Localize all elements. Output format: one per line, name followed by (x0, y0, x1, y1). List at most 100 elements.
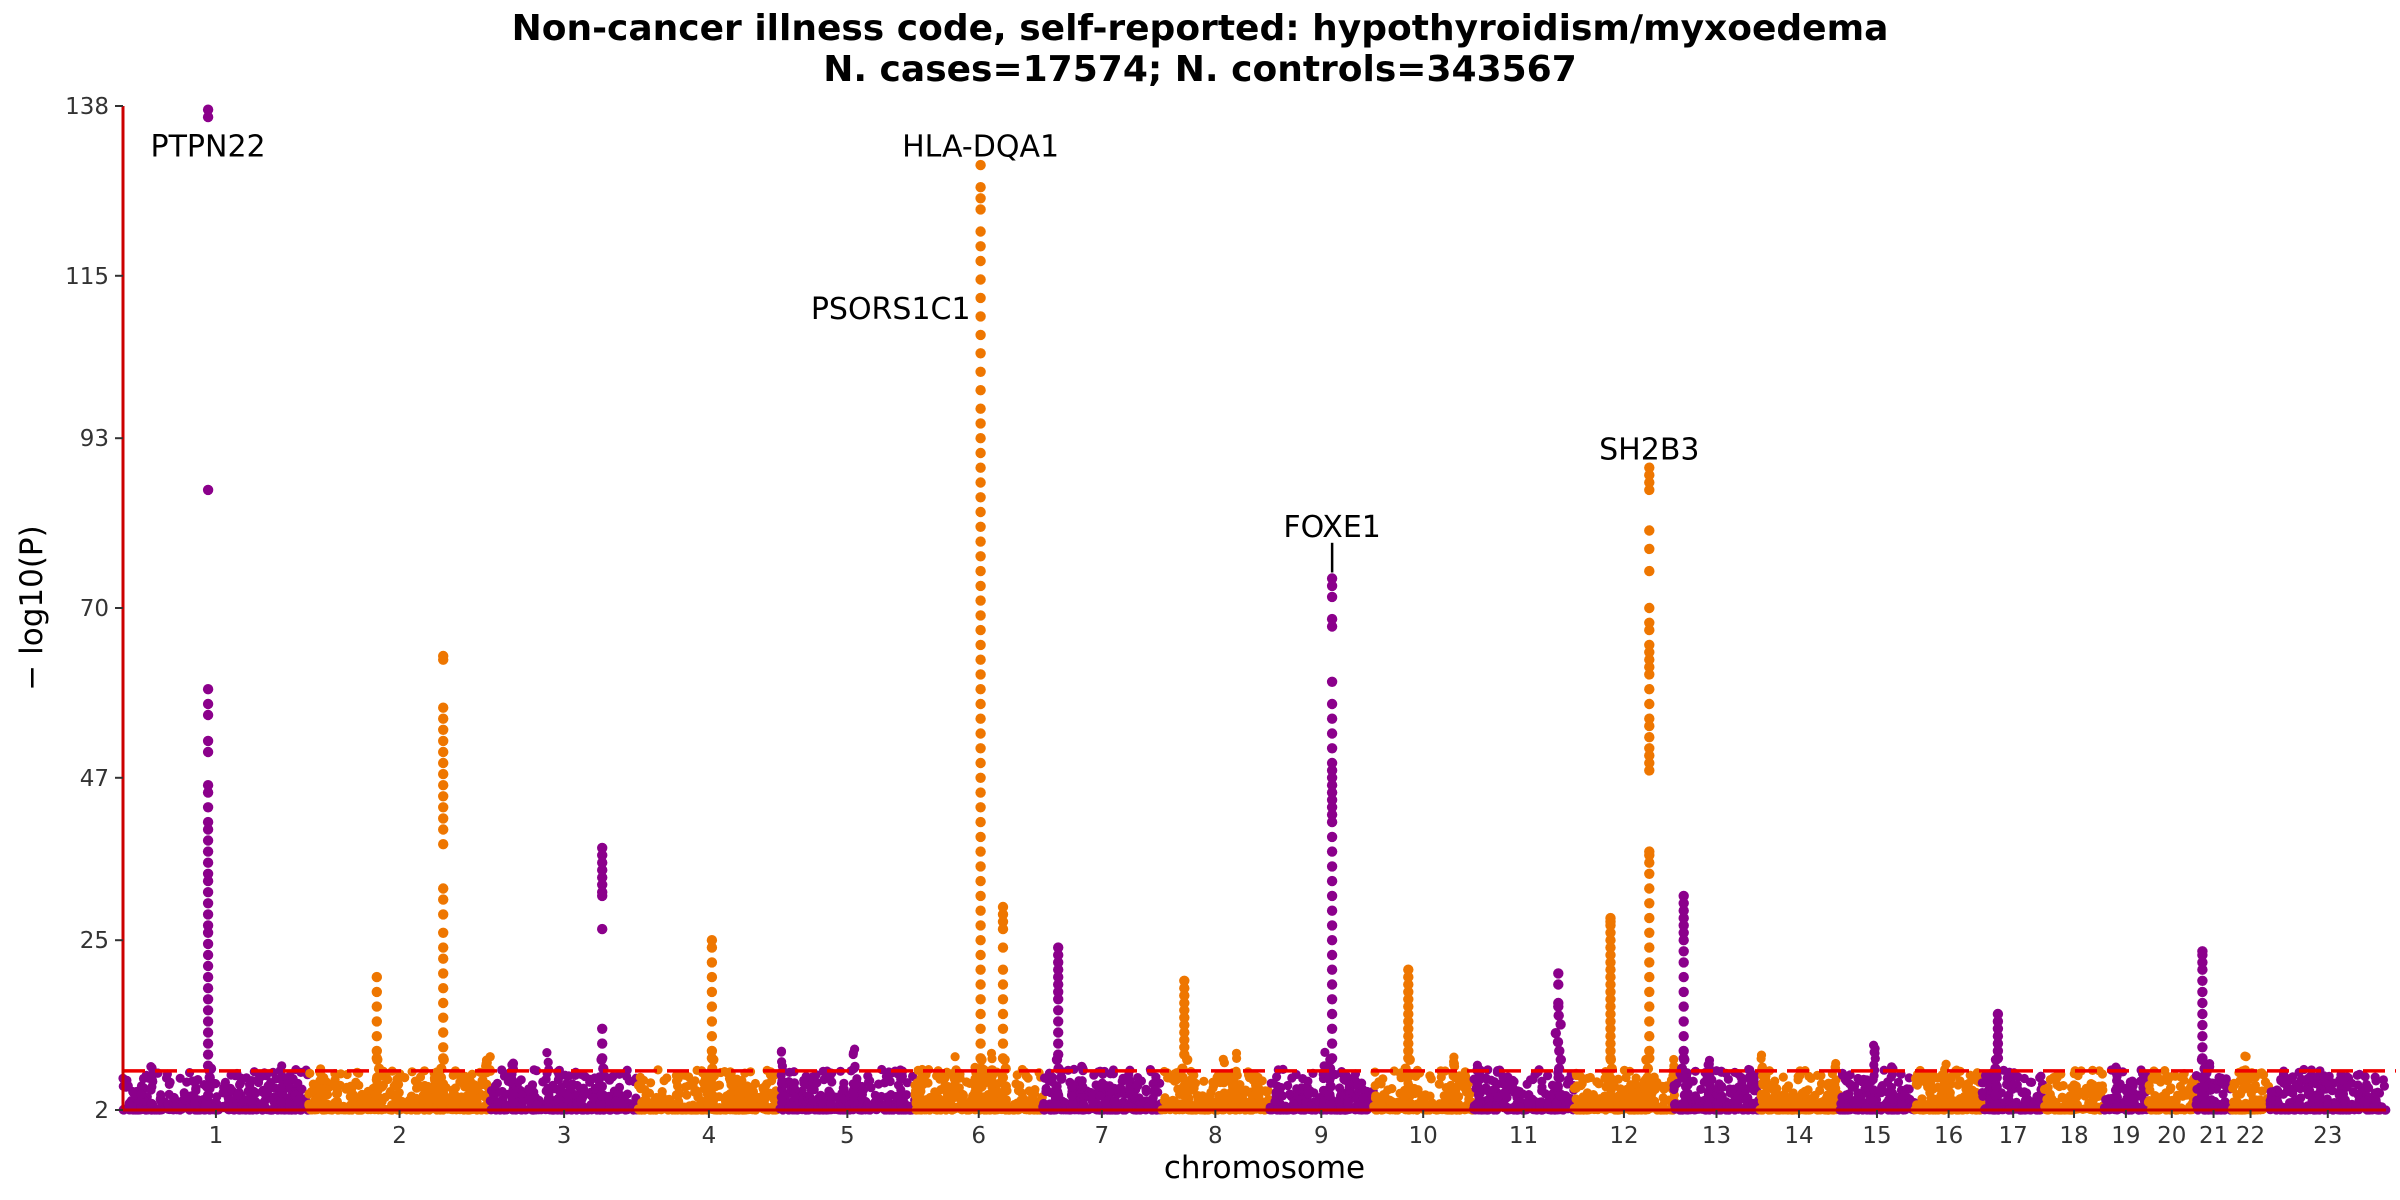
snp-point (1219, 1078, 1229, 1088)
snp-point (2088, 1086, 2098, 1096)
snp-point (1371, 1094, 1381, 1104)
snp-point (950, 1052, 960, 1062)
snp-point (1419, 1097, 1429, 1107)
snp-point (806, 1085, 816, 1095)
snp-point (2069, 1080, 2079, 1090)
snp-point (801, 1071, 811, 1082)
snp-point (913, 1065, 923, 1075)
snp-point (1378, 1074, 1388, 1084)
snp-point (893, 1080, 904, 1090)
snp-point (1472, 1079, 1482, 1089)
snp-point (1078, 1082, 1088, 1092)
snp-point (169, 1093, 179, 1103)
snp-point (578, 1070, 588, 1080)
snp-point (870, 1090, 880, 1100)
snp-point (1579, 1100, 1589, 1110)
snp-point (1756, 1053, 1766, 1064)
snp-point (2125, 1077, 2135, 1087)
snp-point (2112, 1075, 2122, 1086)
snp-point (1028, 1089, 1039, 1100)
snp-point (622, 1071, 632, 1081)
snp-point (1806, 1073, 1816, 1083)
snp-point (354, 1080, 364, 1090)
snp-point (684, 1103, 694, 1113)
snp-point (415, 1103, 425, 1113)
snp-point (1205, 1091, 1215, 1101)
snp-point (816, 1090, 826, 1100)
snp-point (564, 1071, 574, 1081)
snp-point (2045, 1089, 2055, 1099)
snp-point (524, 1095, 535, 1105)
snp-point (724, 1073, 735, 1084)
snp-point (563, 1091, 573, 1101)
snp-point (247, 1096, 257, 1106)
snp-point (1370, 1081, 1380, 1091)
snp-point (1150, 1085, 1160, 1095)
chromosome-16-points (1910, 1059, 1987, 1115)
snp-point (553, 1093, 563, 1103)
snp-point (633, 1080, 644, 1091)
snp-point (1630, 1092, 1640, 1103)
snp-point (1303, 1089, 1314, 1099)
snp-point (1257, 1086, 1267, 1096)
snp-point (850, 1079, 860, 1090)
snp-point (657, 1087, 667, 1097)
snp-point (1102, 1082, 1113, 1092)
snp-point (226, 1070, 236, 1080)
snp-point (1473, 1090, 1484, 1100)
snp-point (986, 1048, 997, 1058)
snp-point (1272, 1072, 1282, 1082)
snp-point (825, 1088, 835, 1098)
snp-point (883, 1092, 893, 1102)
snp-point (136, 1096, 146, 1106)
snp-point (874, 1079, 884, 1089)
snp-point (1425, 1071, 1435, 1081)
snp-point (277, 1061, 287, 1071)
snp-point (508, 1097, 518, 1108)
snp-point (1133, 1073, 1143, 1083)
snp-point (1091, 1080, 1101, 1090)
snp-point (726, 1097, 736, 1107)
snp-point (1218, 1054, 1228, 1064)
snp-point (315, 1083, 326, 1093)
snp-point (776, 1047, 787, 1057)
snp-point (471, 1085, 481, 1095)
snp-point (1847, 1082, 1857, 1092)
snp-point (532, 1066, 542, 1076)
snp-point (1910, 1073, 1921, 1084)
snp-point (1109, 1097, 1119, 1107)
snp-point (1613, 1074, 1623, 1084)
snp-point (2058, 1081, 2068, 1091)
snp-point (452, 1100, 462, 1110)
snp-point (576, 1098, 586, 1108)
snp-point (1231, 1088, 1241, 1098)
chromosome-3-points (485, 1048, 643, 1115)
chromosome-9-points (1265, 1047, 1378, 1115)
snp-point (531, 1100, 542, 1110)
snp-point (1275, 1087, 1285, 1097)
snp-point (866, 1083, 876, 1093)
snp-point (880, 1101, 891, 1111)
snp-point (1778, 1072, 1788, 1082)
snp-point (1745, 1074, 1755, 1084)
snp-point (2111, 1091, 2122, 1101)
snp-point (147, 1075, 157, 1085)
chromosome-20-points (2143, 1066, 2201, 1115)
snp-point (1537, 1082, 1547, 1092)
snp-point (1041, 1086, 1051, 1097)
snp-point (1900, 1090, 1910, 1100)
snp-point (276, 1082, 286, 1093)
snp-point (165, 1077, 175, 1087)
snp-point (1021, 1071, 1031, 1081)
snp-point (743, 1083, 753, 1093)
snp-point (2097, 1069, 2107, 1079)
snp-point (349, 1093, 359, 1103)
snp-point (1737, 1077, 1747, 1087)
snp-point (259, 1098, 269, 1108)
snp-point (421, 1094, 431, 1104)
snp-point (1717, 1081, 1727, 1091)
snp-point (565, 1084, 576, 1094)
snp-point (452, 1092, 462, 1102)
snp-point (336, 1069, 346, 1079)
